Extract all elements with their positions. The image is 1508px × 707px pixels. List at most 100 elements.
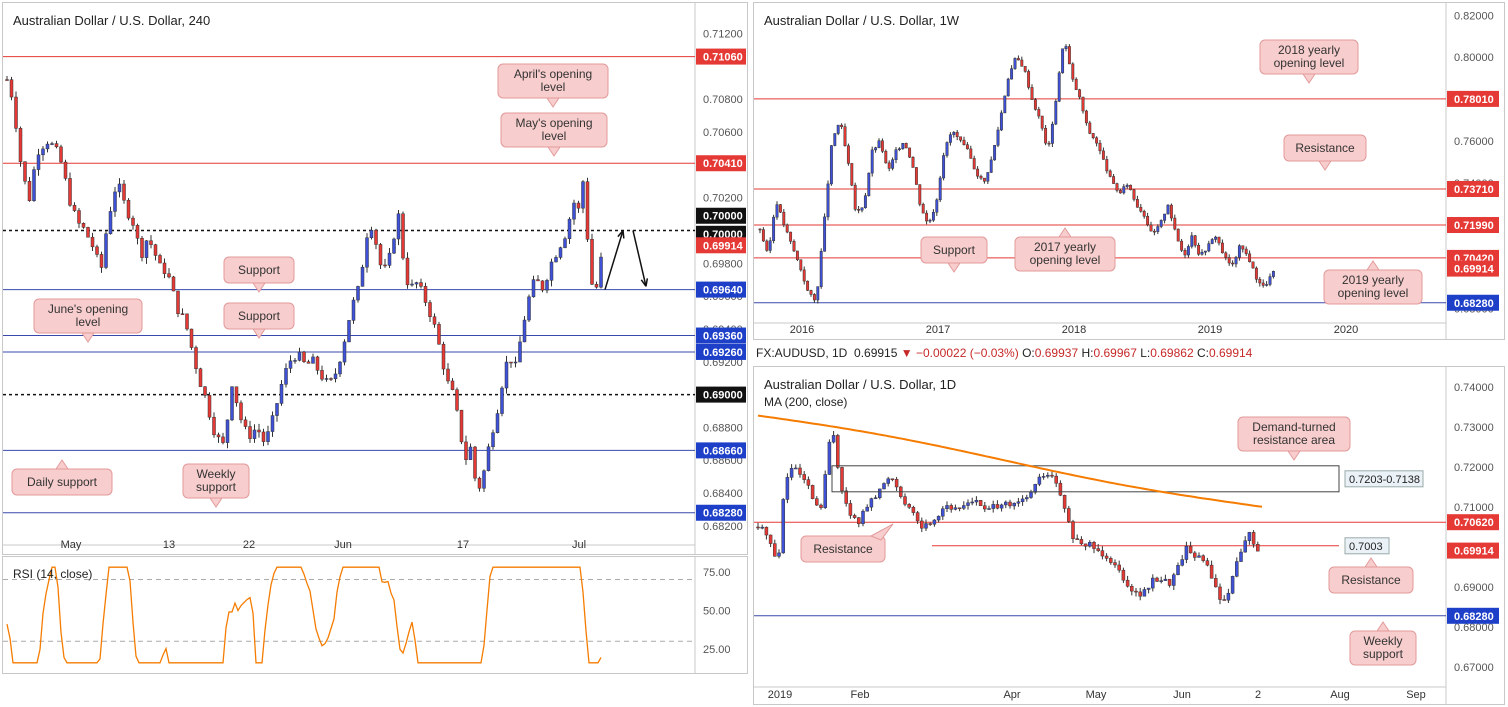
candle-body bbox=[477, 477, 482, 489]
candle-body bbox=[1109, 558, 1113, 563]
candle-body bbox=[378, 244, 383, 266]
candle-body bbox=[99, 254, 104, 268]
h4-chart-panel[interactable]: 0.712000.710600.708000.706000.704000.702… bbox=[2, 2, 748, 555]
candle-body bbox=[827, 441, 832, 475]
candle-body bbox=[928, 219, 932, 222]
candle-body bbox=[993, 145, 997, 161]
candle-body bbox=[795, 250, 799, 260]
candle-body bbox=[405, 257, 410, 286]
candle-body bbox=[777, 552, 781, 557]
candle-body bbox=[1146, 587, 1151, 590]
candle-body bbox=[491, 432, 495, 447]
candle-body bbox=[1169, 204, 1173, 219]
weekly-chart-panel[interactable]: 0.820000.800000.780000.760000.740000.720… bbox=[753, 2, 1505, 340]
candle-body bbox=[1020, 59, 1024, 67]
candle-body bbox=[1217, 236, 1221, 244]
candle-body bbox=[581, 181, 585, 209]
candle-body bbox=[921, 204, 925, 214]
price-tag bbox=[1447, 514, 1499, 531]
candle-body bbox=[1027, 71, 1031, 88]
callout-pointer bbox=[1302, 73, 1316, 84]
candle-body bbox=[1037, 109, 1041, 117]
callout-text: Weekly bbox=[196, 467, 235, 481]
daily-chart-panel[interactable]: 0.740000.730000.720000.710000.700000.690… bbox=[753, 366, 1505, 705]
candle-body bbox=[995, 504, 1000, 509]
price-tag bbox=[1447, 90, 1499, 107]
price-tag-label: 0.69360 bbox=[703, 331, 743, 343]
weekly-chart[interactable]: 0.820000.800000.780000.760000.740000.720… bbox=[754, 3, 1504, 339]
candle-body bbox=[1200, 251, 1204, 255]
candle-body bbox=[1155, 577, 1159, 582]
candle-body bbox=[279, 384, 284, 404]
candle-body bbox=[970, 501, 974, 504]
candle-body bbox=[1118, 190, 1122, 194]
h4-chart[interactable]: 0.712000.710600.708000.706000.704000.702… bbox=[3, 3, 747, 554]
candle-body bbox=[823, 474, 827, 508]
rsi-panel[interactable]: 75.00 50.00 25.00 RSI (14, close) bbox=[2, 556, 748, 674]
candle-body bbox=[826, 183, 830, 218]
candle-body bbox=[1117, 564, 1121, 571]
price-tag bbox=[1447, 180, 1499, 197]
rsi-chart[interactable]: 75.00 50.00 25.00 bbox=[3, 557, 747, 673]
callout: Support bbox=[223, 256, 295, 293]
candle-body bbox=[410, 283, 414, 286]
candle-body bbox=[931, 211, 935, 221]
callout: Resistance bbox=[1283, 134, 1367, 171]
candle-body bbox=[1237, 245, 1241, 258]
candle-body bbox=[176, 290, 180, 314]
candle-body bbox=[576, 202, 581, 209]
y-tick-label: 0.68200 bbox=[703, 521, 743, 533]
price-tag-label: 0.70410 bbox=[703, 158, 743, 170]
last-price: 0.69915 bbox=[854, 346, 898, 360]
candle-body bbox=[212, 416, 216, 436]
rsi-line bbox=[6, 566, 602, 664]
candle-body bbox=[772, 216, 776, 241]
level-label-box bbox=[1344, 537, 1390, 555]
price-tag-label: 0.68280 bbox=[1454, 298, 1494, 310]
candle-body bbox=[833, 133, 837, 146]
candle-body bbox=[996, 129, 1000, 146]
candle-body bbox=[1135, 199, 1139, 208]
candle-body bbox=[915, 512, 920, 522]
candle-body bbox=[455, 389, 459, 411]
candle-body bbox=[81, 223, 86, 228]
candle-body bbox=[1184, 545, 1189, 560]
candle-body bbox=[590, 239, 594, 285]
callout-text: opening level bbox=[1274, 56, 1345, 70]
candle-body bbox=[782, 211, 786, 226]
candle-body bbox=[324, 378, 329, 380]
candle-body bbox=[1254, 267, 1258, 280]
candle-body bbox=[1193, 552, 1197, 558]
candle-body bbox=[952, 132, 956, 135]
x-tick-label: 2 bbox=[1255, 689, 1261, 701]
candle-body bbox=[1197, 555, 1201, 558]
candle-body bbox=[1003, 95, 1007, 114]
symbol-label: FX:AUDUSD, 1D bbox=[756, 346, 848, 360]
candle-body bbox=[459, 409, 464, 443]
candle-body bbox=[1062, 494, 1067, 509]
candle-body bbox=[1095, 137, 1099, 144]
candle-body bbox=[387, 252, 392, 266]
price-tag bbox=[696, 504, 746, 521]
y-tick-label: 0.74000 bbox=[1454, 382, 1494, 394]
daily-chart[interactable]: 0.740000.730000.720000.710000.700000.690… bbox=[754, 367, 1504, 704]
y-tick-label: 0.69800 bbox=[703, 258, 743, 270]
price-tag-label: 0.69260 bbox=[703, 347, 743, 359]
candle-body bbox=[1033, 99, 1037, 110]
callout-pointer bbox=[252, 282, 266, 293]
x-tick-label: 2019 bbox=[1198, 324, 1222, 336]
candle-body bbox=[414, 282, 419, 285]
candle-body bbox=[297, 351, 302, 361]
candle-body bbox=[768, 240, 772, 251]
x-tick-label: Sep bbox=[1406, 689, 1426, 701]
candle-body bbox=[1207, 243, 1211, 252]
candle-body bbox=[1261, 282, 1265, 286]
price-tag-label: 0.68280 bbox=[1454, 611, 1494, 623]
candle-body bbox=[1083, 543, 1088, 547]
candle-body bbox=[962, 139, 966, 145]
candle-body bbox=[1023, 66, 1027, 72]
candle-body bbox=[1074, 78, 1078, 90]
x-tick-label: 22 bbox=[243, 539, 255, 551]
